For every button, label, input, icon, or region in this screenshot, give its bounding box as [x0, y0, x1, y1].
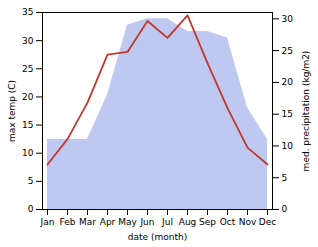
svg-text:Nov: Nov	[239, 217, 257, 227]
svg-text:Mar: Mar	[79, 217, 96, 227]
svg-text:25: 25	[282, 46, 293, 56]
svg-text:Aug: Aug	[179, 217, 197, 227]
svg-text:0: 0	[28, 204, 34, 214]
svg-text:0: 0	[282, 204, 288, 214]
svg-text:date (month): date (month)	[128, 232, 187, 242]
svg-text:10: 10	[22, 148, 34, 158]
svg-text:max temp (C): max temp (C)	[7, 80, 17, 142]
svg-text:10: 10	[282, 141, 294, 151]
svg-text:Apr: Apr	[100, 217, 116, 227]
svg-text:30: 30	[22, 36, 34, 46]
svg-text:15: 15	[22, 120, 33, 130]
svg-text:25: 25	[22, 64, 33, 74]
svg-text:Feb: Feb	[60, 217, 76, 227]
svg-text:Dec: Dec	[259, 217, 276, 227]
svg-text:15: 15	[282, 109, 293, 119]
svg-text:20: 20	[282, 77, 294, 87]
svg-text:5: 5	[28, 176, 34, 186]
svg-text:5: 5	[282, 173, 288, 183]
svg-text:Jan: Jan	[40, 217, 55, 227]
svg-text:20: 20	[22, 92, 34, 102]
svg-text:Jun: Jun	[139, 217, 154, 227]
svg-text:Oct: Oct	[220, 217, 236, 227]
svg-text:med. precipitation (kg/m2): med. precipitation (kg/m2)	[301, 51, 311, 172]
svg-text:30: 30	[282, 14, 294, 24]
svg-text:May: May	[118, 217, 137, 227]
svg-text:35: 35	[22, 7, 33, 17]
svg-text:Sep: Sep	[199, 217, 216, 227]
svg-text:Jul: Jul	[161, 217, 173, 227]
